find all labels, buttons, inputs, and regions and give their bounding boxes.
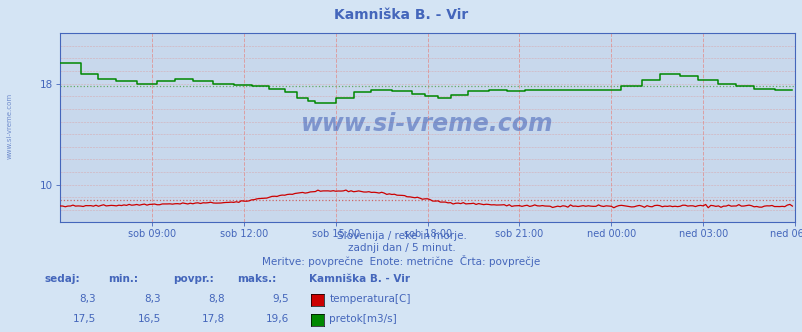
Text: Kamniška B. - Vir: Kamniška B. - Vir: [309, 274, 410, 284]
Text: 8,8: 8,8: [208, 294, 225, 304]
Text: pretok[m3/s]: pretok[m3/s]: [329, 314, 396, 324]
Text: www.si-vreme.com: www.si-vreme.com: [301, 112, 553, 136]
Text: zadnji dan / 5 minut.: zadnji dan / 5 minut.: [347, 243, 455, 253]
Text: Meritve: povprečne  Enote: metrične  Črta: povprečje: Meritve: povprečne Enote: metrične Črta:…: [262, 255, 540, 267]
Text: 19,6: 19,6: [265, 314, 289, 324]
Text: povpr.:: povpr.:: [172, 274, 213, 284]
Text: 8,3: 8,3: [144, 294, 160, 304]
Text: temperatura[C]: temperatura[C]: [329, 294, 410, 304]
Text: 8,3: 8,3: [79, 294, 96, 304]
Text: 17,5: 17,5: [73, 314, 96, 324]
Text: 16,5: 16,5: [137, 314, 160, 324]
Text: min.:: min.:: [108, 274, 138, 284]
Text: 17,8: 17,8: [201, 314, 225, 324]
Text: Kamniška B. - Vir: Kamniška B. - Vir: [334, 8, 468, 22]
Text: 9,5: 9,5: [272, 294, 289, 304]
Text: sedaj:: sedaj:: [44, 274, 79, 284]
Text: maks.:: maks.:: [237, 274, 276, 284]
Text: Slovenija / reke in morje.: Slovenija / reke in morje.: [336, 231, 466, 241]
Text: www.si-vreme.com: www.si-vreme.com: [6, 93, 13, 159]
